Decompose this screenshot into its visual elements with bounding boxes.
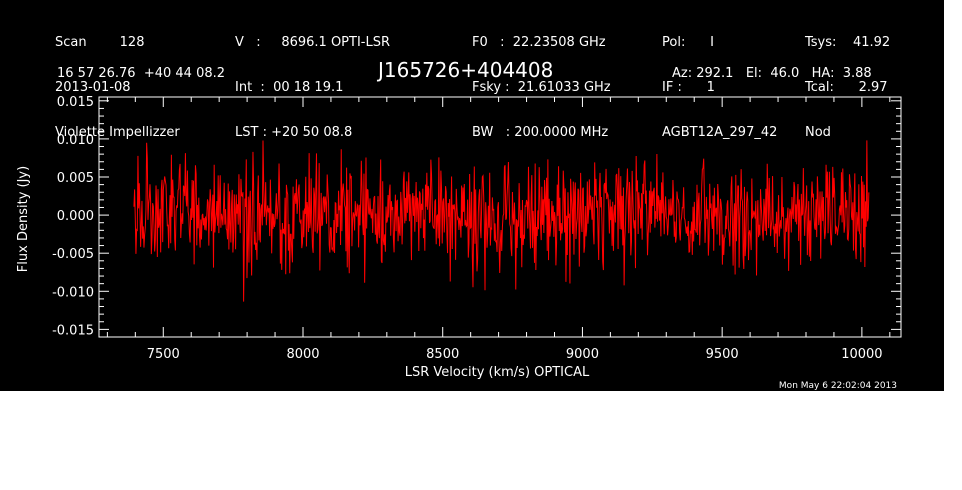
source-coordinates: 16 57 26.76 +40 44 08.2 xyxy=(57,66,226,81)
x-tick-labels: 7500 8000 8500 9000 9500 10000 xyxy=(147,347,883,362)
y-axis-label: Flux Density (Jy) xyxy=(16,166,31,272)
bandwidth: BW : 200.0000 MHz xyxy=(472,125,609,140)
observation-date: 2013-01-08 xyxy=(55,80,131,95)
procedure-name: Nod xyxy=(805,125,831,140)
series-spectrum xyxy=(133,140,870,302)
y-tick-label: -0.015 xyxy=(52,323,94,338)
polarization: Pol: I xyxy=(662,35,714,50)
header-col-frequency: F0 : 22.23508 GHz Fsky : 21.61033 GHz BW… xyxy=(472,5,611,170)
y-tick-label: 0.010 xyxy=(57,133,94,148)
y-tick-labels: 0.015 0.010 0.005 0.000 -0.005 -0.010 -0.015 xyxy=(52,95,94,339)
x-tick-label: 9500 xyxy=(706,347,739,362)
x-axis-label: LSR Velocity (km/s) OPTICAL xyxy=(405,365,590,380)
observer-name: Violette Impellizzer xyxy=(55,125,180,140)
x-tick-label: 8500 xyxy=(426,347,459,362)
tcal-value: Tcal: 2.97 xyxy=(805,80,888,95)
y-tick-label: 0.015 xyxy=(57,95,94,110)
y-tick-label: -0.005 xyxy=(52,247,94,262)
x-tick-label: 7500 xyxy=(147,347,180,362)
source-name: J165726+404408 xyxy=(378,58,554,82)
y-tick-label: 0.000 xyxy=(57,209,94,224)
scan-number: Scan 128 xyxy=(55,35,145,50)
x-tick-label: 8000 xyxy=(286,347,319,362)
rest-frequency: F0 : 22.23508 GHz xyxy=(472,35,606,50)
y-tick-label: -0.010 xyxy=(52,285,94,300)
plot-frame xyxy=(98,96,902,338)
if-number: IF : 1 xyxy=(662,80,715,95)
header-col-velocity: V : 8696.1 OPTI-LSR Int : 00 18 19.1 LST… xyxy=(235,5,390,170)
sky-frequency: Fsky : 21.61033 GHz xyxy=(472,80,611,95)
spectrum-chart: 7500 8000 8500 9000 9500 10000 0.015 0.010 0.00… xyxy=(16,95,902,391)
tsys-value: Tsys: 41.92 xyxy=(805,35,891,50)
velocity-value: V : 8696.1 OPTI-LSR xyxy=(235,35,391,50)
plot-timestamp: Mon May 6 22:02:04 2013 xyxy=(779,381,897,391)
pointing-info: Az: 292.1 El: 46.0 HA: 3.88 xyxy=(672,66,872,81)
x-tick-label: 10000 xyxy=(841,347,882,362)
spectrum-panel: Scan 128 2013-01-08 Violette Impellizzer… xyxy=(0,0,944,391)
header-col-polarization: Pol: I IF : 1 AGBT12A_297_42 xyxy=(662,5,777,170)
integration-time: Int : 00 18 19.1 xyxy=(235,80,344,95)
y-tick-label: 0.005 xyxy=(57,171,94,186)
lst-value: LST : +20 50 08.8 xyxy=(235,125,353,140)
header-col-scan: Scan 128 2013-01-08 Violette Impellizzer xyxy=(55,5,180,170)
x-tick-label: 9000 xyxy=(566,347,599,362)
header-col-tsys: Tsys: 41.92 Tcal: 2.97 Nod xyxy=(805,5,890,170)
project-id: AGBT12A_297_42 xyxy=(662,125,778,140)
